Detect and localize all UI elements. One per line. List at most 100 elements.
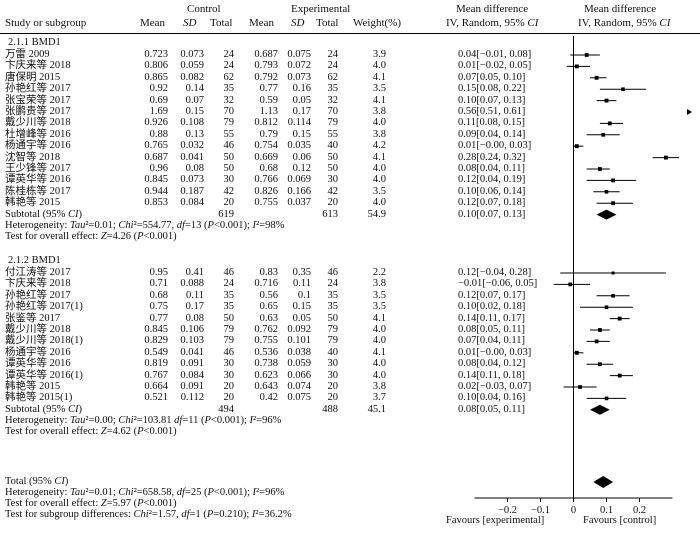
total-experimental: 50 [327, 312, 339, 324]
subgroup-label: 2.1.2 BMD1 [8, 255, 61, 266]
sd-control-header: SD [183, 17, 197, 29]
subtotal-diamond [590, 404, 610, 415]
weight-value: 4.0 [372, 174, 386, 186]
x-tick-label: 0 [571, 505, 576, 516]
total-control: 46 [223, 140, 235, 152]
overall-effect-text: Test for overall effect: Z=4.62 (P<0.001… [5, 425, 177, 437]
mean-experimental: 0.762 [254, 324, 278, 335]
total-label: Total (95% CI) [5, 476, 69, 487]
heterogeneity-text: Heterogeneity: Tau²=0.01; Chi²=554.77, d… [5, 219, 285, 231]
sd-control: 0.13 [185, 128, 204, 140]
sd-control: 0.17 [185, 301, 204, 313]
sd-experimental: 0.066 [287, 369, 311, 381]
sd-experimental: 0.17 [292, 106, 311, 117]
x-tick-label: −0.1 [531, 505, 550, 516]
mean-experimental: 0.65 [259, 301, 278, 313]
mean-experimental: 1.13 [259, 106, 278, 117]
mean-experimental: 0.755 [254, 197, 278, 209]
mean-diff-value: 0.10[0.04, 0.16] [458, 392, 526, 404]
weight-value: 3.5 [372, 185, 386, 197]
sd-experimental: 0.15 [292, 301, 311, 313]
sd-control: 0.084 [180, 369, 204, 381]
mean-experimental: 0.59 [259, 94, 278, 106]
sd-control: 0.073 [180, 49, 204, 60]
sd-experimental: 0.05 [292, 312, 311, 324]
weight-value: 4.0 [372, 163, 386, 174]
point-estimate [611, 271, 615, 275]
sd-experimental: 0.069 [287, 174, 311, 186]
subtotal-control: 494 [218, 403, 234, 415]
total-experimental: 42 [327, 185, 339, 197]
subtotal-label: Subtotal (95% CI) [5, 208, 82, 220]
mean-control: 0.819 [144, 358, 168, 370]
mean-control: 0.767 [144, 369, 168, 381]
total-experimental: 24 [327, 278, 339, 290]
point-estimate [604, 305, 609, 309]
total-control: 46 [223, 346, 235, 358]
study-name: 韩艳等 2015(1) [5, 392, 73, 404]
method-header: IV, Random, 95% CI [446, 17, 539, 29]
weight-header: Weight(%) [353, 17, 401, 29]
study-name: 张宝荣等 2017 [5, 94, 71, 106]
study-name: 陈桂栋等 2017 [5, 185, 71, 197]
subtotal-mean-diff: 0.10[0.07, 0.13] [458, 208, 526, 220]
mean-control: 0.92 [149, 83, 168, 95]
mean-control: 0.687 [144, 151, 168, 163]
mean-diff-header: Mean difference [456, 3, 529, 15]
mean-control: 0.865 [144, 71, 168, 83]
mean-experimental: 0.643 [254, 381, 278, 392]
mean-diff-value: 0.01[−0.02, 0.05] [458, 60, 532, 72]
subgroup-differences-text: Test for subgroup differences: Chi²=1.57… [5, 509, 292, 520]
total-control: 30 [223, 174, 235, 186]
total-control: 79 [223, 117, 235, 129]
total-control: 50 [223, 312, 235, 324]
total-diamond [593, 476, 614, 488]
sd-control: 0.11 [186, 289, 204, 301]
mean-diff-value: 0.14[0.11, 0.18] [458, 369, 525, 381]
mean-control: 0.806 [144, 60, 168, 72]
mean-experimental: 0.68 [259, 163, 278, 174]
sd-experimental: 0.166 [287, 185, 311, 197]
mean-diff-value: 0.07[0.05, 0.10] [458, 71, 526, 83]
point-estimate [574, 64, 579, 69]
study-name: 戴少川等 2018 [5, 324, 71, 335]
favours-control-label: Favours [control] [583, 515, 657, 526]
weight-value: 4.0 [372, 335, 386, 347]
mean-experimental: 0.754 [254, 140, 278, 152]
subtotal-label: Subtotal (95% CI) [5, 403, 82, 415]
total-experimental: 40 [327, 346, 339, 358]
point-estimate [568, 282, 573, 287]
point-estimate [604, 98, 609, 103]
sd-experimental: 0.035 [287, 140, 311, 152]
offscale-arrow [687, 109, 692, 115]
sd-control: 0.084 [180, 197, 204, 209]
total-experimental: 32 [327, 94, 339, 106]
weight-value: 4.0 [372, 117, 386, 129]
sd-control: 0.088 [180, 278, 204, 290]
total-experimental: 79 [327, 117, 339, 129]
weight-value: 3.9 [372, 49, 386, 60]
total-control: 30 [223, 369, 235, 381]
total-control: 20 [223, 392, 235, 404]
sd-experimental: 0.074 [287, 381, 311, 392]
subgroup-label: 2.1.1 BMD1 [8, 37, 61, 48]
total-control: 24 [223, 49, 235, 60]
mean-diff-value: 0.12[0.04, 0.19] [458, 174, 526, 186]
weight-value: 4.1 [372, 71, 386, 83]
point-estimate [621, 87, 625, 91]
weight-value: 2.2 [372, 267, 386, 278]
mean-diff-value: 0.04[−0.01, 0.08] [458, 49, 532, 60]
sd-control: 0.08 [185, 312, 204, 324]
total-experimental: 35 [327, 83, 339, 95]
sd-experimental: 0.11 [293, 278, 311, 290]
mean-control: 0.853 [144, 197, 168, 209]
point-estimate [601, 132, 606, 137]
weight-value: 3.5 [372, 83, 386, 95]
total-experimental: 20 [327, 392, 339, 404]
study-name: 孙艳红等 2017 [5, 289, 71, 301]
total-control: 46 [223, 267, 235, 278]
total-experimental: 20 [327, 381, 339, 392]
point-estimate [617, 316, 622, 321]
mean-control: 0.96 [149, 163, 168, 174]
study-name: 戴少川等 2018(1) [5, 335, 83, 347]
